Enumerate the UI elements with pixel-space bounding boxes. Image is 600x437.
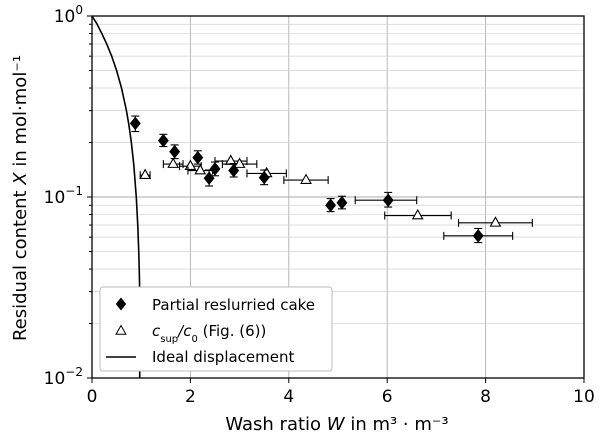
x-tick-label: 0 bbox=[87, 387, 98, 407]
x-tick-label: 4 bbox=[283, 387, 294, 407]
legend-label-partial-reslurried-cake: Partial reslurried cake bbox=[152, 296, 315, 314]
x-tick-label: 8 bbox=[480, 387, 491, 407]
x-tick-label: 6 bbox=[382, 387, 393, 407]
legend: Partial reslurried cake csup/c0 (Fig. (6… bbox=[100, 287, 332, 371]
x-tick-label: 2 bbox=[185, 387, 196, 407]
legend-label-ideal-displacement: Ideal displacement bbox=[152, 348, 295, 366]
y-axis-label: Residual content X in mol·mol⁻¹ bbox=[10, 55, 31, 341]
x-axis-label: Wash ratio W in m³ · m⁻³ bbox=[225, 414, 448, 435]
x-tick-label: 10 bbox=[573, 387, 595, 407]
